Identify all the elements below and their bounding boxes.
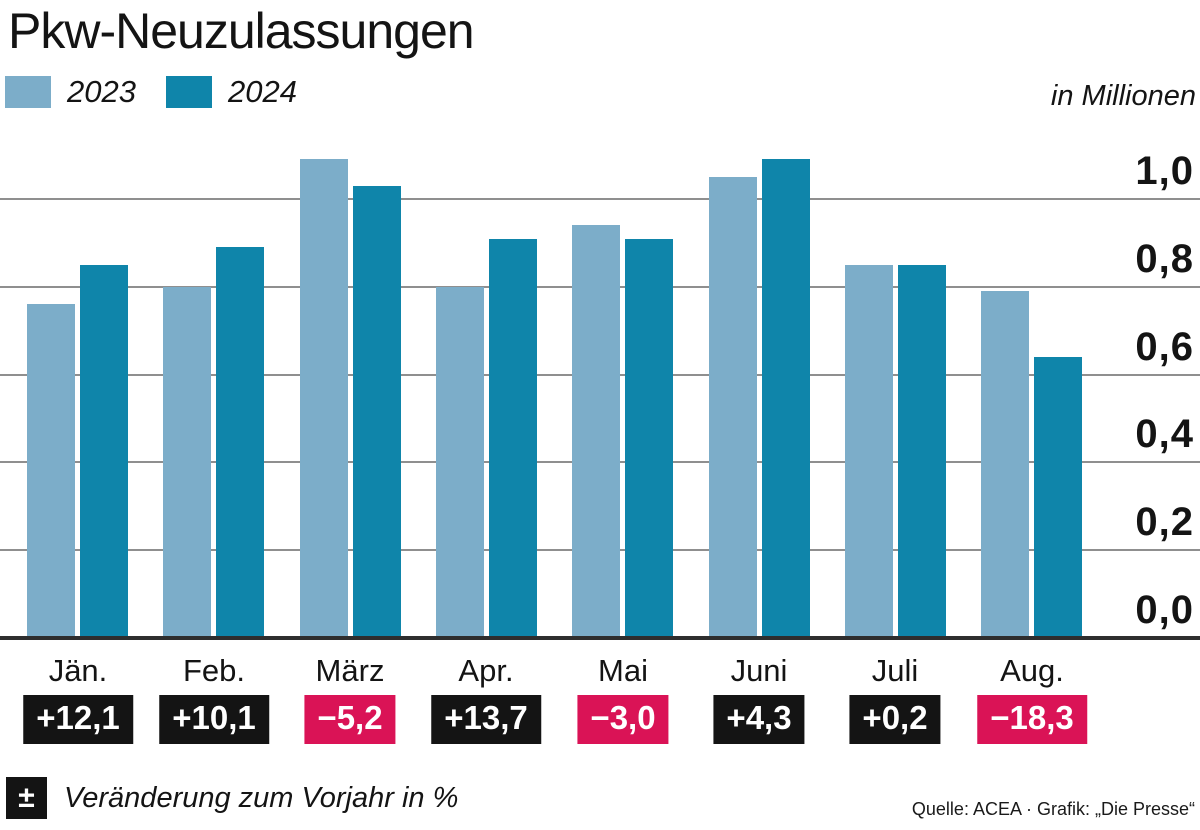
gridline-1,0: [0, 198, 1200, 200]
legend-swatch-2024: [165, 76, 212, 108]
legend: 2023 2024: [5, 74, 297, 110]
bar-2023-mai: [572, 225, 620, 638]
change-badge-juni: +4,3: [713, 695, 805, 744]
footnote-text: Veränderung zum Vorjahr in %: [64, 781, 459, 814]
source-credit: Quelle: ACEA · Grafik: „Die Presse“: [911, 799, 1195, 819]
legend-item-2023: 2023: [5, 74, 136, 110]
legend-swatch-2023: [5, 76, 51, 108]
change-badge-mai: −3,0: [577, 695, 669, 744]
bar-2024-feb: [216, 247, 264, 638]
footnote: ± Veränderung zum Vorjahr in %: [6, 777, 458, 819]
bar-2024-jän: [80, 265, 128, 638]
bar-2023-jän: [27, 304, 75, 638]
month-label-feb: Feb.: [182, 653, 246, 688]
y-tick-0,0: 0,0: [1135, 588, 1194, 632]
bar-2024-märz: [353, 186, 401, 638]
y-tick-0,2: 0,2: [1135, 500, 1194, 545]
unit-label: in Millionen: [1050, 80, 1196, 112]
y-tick-0,6: 0,6: [1135, 324, 1194, 369]
bar-2023-apr: [436, 287, 484, 638]
y-tick-0,8: 0,8: [1135, 236, 1194, 281]
change-badge-feb: +10,1: [159, 695, 269, 744]
month-label-märz: März: [315, 653, 385, 688]
y-tick-1,0: 1,0: [1135, 149, 1194, 193]
month-label-aug: Aug.: [1000, 653, 1064, 688]
bar-2024-apr: [489, 239, 537, 638]
bar-2023-juni: [709, 177, 757, 638]
bar-2023-juli: [845, 265, 893, 638]
legend-item-2024: 2024: [165, 74, 297, 110]
month-label-mai: Mai: [598, 653, 648, 688]
bar-2023-feb: [163, 287, 211, 638]
x-axis-line: [0, 636, 1200, 640]
bar-2024-mai: [625, 239, 673, 638]
bar-2024-juli: [898, 265, 946, 638]
change-badge-apr: +13,7: [431, 695, 541, 744]
change-badge-jän: +12,1: [23, 695, 133, 744]
legend-label-2024: 2024: [227, 74, 297, 109]
bar-2024-aug: [1034, 357, 1082, 638]
legend-label-2023: 2023: [67, 74, 136, 109]
month-label-apr: Apr.: [458, 653, 514, 688]
month-label-juli: Juli: [871, 653, 919, 688]
y-tick-0,4: 0,4: [1135, 412, 1194, 457]
bar-2023-aug: [981, 291, 1029, 638]
change-badge-märz: −5,2: [304, 695, 396, 744]
bar-2023-märz: [300, 159, 348, 638]
month-label-jän: Jän.: [48, 653, 108, 688]
month-label-juni: Juni: [730, 653, 788, 688]
change-badge-juli: +0,2: [849, 695, 941, 744]
change-badge-aug: −18,3: [977, 695, 1087, 744]
plus-minus-icon: ±: [6, 777, 47, 819]
chart-title: Pkw-Neuzulassungen: [8, 3, 475, 59]
bar-2024-juni: [762, 159, 810, 638]
